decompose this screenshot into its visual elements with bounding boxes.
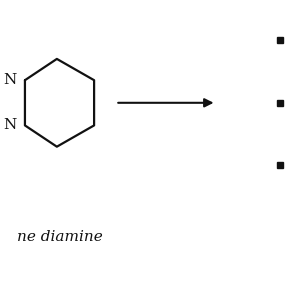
Text: N: N: [4, 118, 17, 132]
Text: N: N: [4, 73, 17, 87]
Text: ne diamine: ne diamine: [17, 230, 103, 244]
